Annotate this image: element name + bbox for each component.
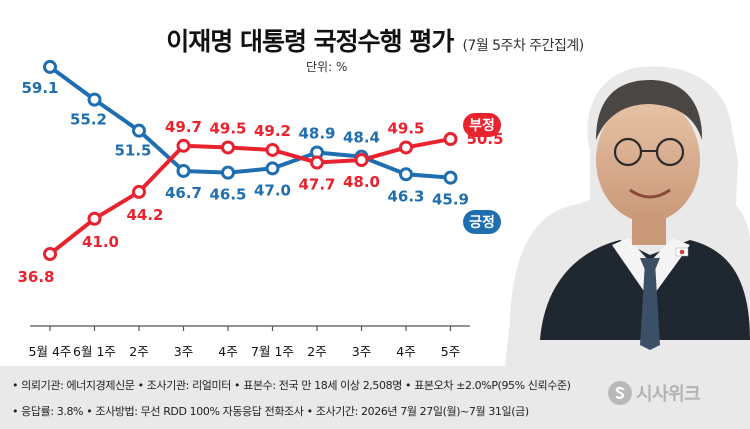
x-tick-label-1: 5월 4주: [29, 344, 72, 359]
negative-value-label-5: 49.5: [209, 119, 246, 137]
brand-logo: 시사위크: [608, 380, 701, 406]
positive-series-line: [48, 65, 451, 180]
negative-value-label-8: 48.0: [343, 173, 380, 191]
positive-value-label-10: 45.9: [432, 191, 469, 209]
page-subtitle: (7월 5주차 주간집계): [462, 38, 584, 54]
person-photo: [505, 66, 750, 366]
unit-label: 단위: %: [306, 60, 348, 74]
positive-value-label-4: 46.7: [165, 184, 202, 202]
title-block: 이재명 대통령 국정수행 평가 (7월 5주차 주간집계): [0, 22, 750, 58]
footer-line-method: • 응답률: 3.8% • 조사방법: 무선 RDD 100% 자동응답 전화조…: [12, 405, 529, 418]
legend-positive-label: 긍정: [469, 214, 495, 231]
series-layer: 59.1 55.2 51.5 46.7 46.5 47.0 48.9 48.4 46.3 45.9…: [17, 59, 504, 359]
negative-series-line: [48, 137, 451, 256]
page-title: 이재명 대통령 국정수행 평가: [166, 27, 454, 56]
positive-value-label-5: 46.5: [209, 186, 246, 204]
x-tick-label-2: 6월 1주: [73, 344, 116, 359]
negative-value-label-1: 36.8: [17, 268, 54, 286]
positive-value-label-9: 46.3: [387, 187, 424, 205]
legend-negative-label: 부정: [469, 117, 495, 134]
negative-point-7: [310, 155, 324, 170]
x-tick-label-7: 2주: [307, 344, 326, 359]
negative-value-label-3: 44.2: [126, 206, 163, 224]
legend-negative: 부정: [463, 113, 501, 137]
negative-point-10: [443, 132, 458, 147]
negative-point-9: [399, 140, 413, 155]
negative-point-1: [43, 247, 57, 261]
negative-point-5: [221, 140, 235, 155]
negative-point-6: [265, 142, 280, 157]
legend-positive-badge: [463, 210, 501, 234]
brand-name: 시사위크: [636, 384, 701, 405]
legend-positive: 긍정: [463, 210, 501, 234]
x-tick-label-5: 4주: [218, 344, 237, 359]
negative-point-8: [354, 153, 369, 168]
positive-value-label-3: 51.5: [114, 142, 151, 160]
negative-point-3: [132, 184, 146, 199]
negative-value-label-9: 49.5: [387, 119, 424, 137]
negative-value-label-4: 49.7: [165, 118, 202, 136]
positive-point-1: [43, 59, 57, 74]
legend-negative-badge: [463, 113, 501, 137]
approval-line-chart: 59.1 55.2 51.5 46.7 46.5 47.0 48.9 48.4 46.3 45.9…: [17, 59, 750, 366]
positive-value-label-6: 47.0: [254, 181, 291, 199]
positive-point-4: [176, 163, 191, 178]
negative-point-2: [87, 211, 102, 226]
x-tick-label-6: 7월 1주: [251, 344, 294, 359]
x-tick-label-3: 2주: [129, 344, 148, 359]
negative-value-label-7: 47.7: [298, 176, 335, 194]
x-tick-label-9: 4주: [396, 344, 415, 359]
positive-value-label-7: 48.9: [298, 124, 335, 142]
positive-point-9: [399, 167, 413, 182]
x-tick-label-4: 3주: [174, 344, 193, 359]
positive-value-label-1: 59.1: [21, 79, 58, 97]
negative-value-label-6: 49.2: [254, 122, 291, 140]
footer-line-survey: • 의뢰기관: 에너지경제신문 • 조사기관: 리얼미터 • 표본수: 전국 만…: [12, 379, 571, 392]
positive-point-3: [132, 123, 146, 138]
s-logo-icon: [608, 381, 632, 405]
positive-point-5: [221, 165, 235, 180]
x-tick-label-10: 5주: [441, 344, 460, 359]
footer: • 의뢰기관: 에너지경제신문 • 조사기관: 리얼미터 • 표본수: 전국 만…: [0, 366, 750, 429]
positive-value-label-8: 48.4: [343, 129, 380, 147]
positive-point-10: [443, 170, 458, 185]
positive-point-6: [265, 161, 280, 176]
x-tick-label-8: 3주: [352, 344, 371, 359]
negative-value-label-2: 41.0: [82, 233, 119, 251]
negative-point-4: [176, 138, 191, 153]
positive-point-2: [87, 92, 102, 107]
positive-value-label-2: 55.2: [70, 111, 107, 129]
